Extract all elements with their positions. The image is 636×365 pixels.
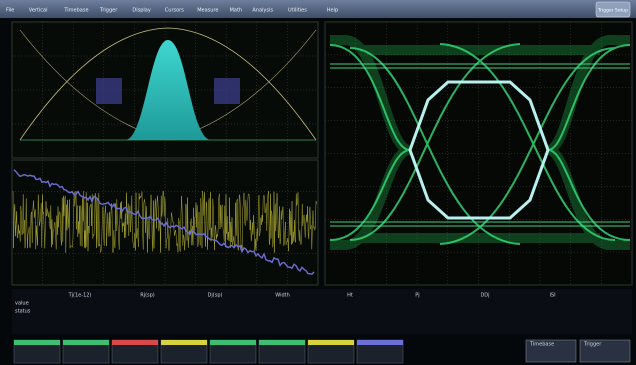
channel-descriptor-header xyxy=(210,340,256,345)
channel-descriptor-header xyxy=(357,340,403,345)
jitter-track xyxy=(12,190,317,254)
menu-bar xyxy=(0,0,636,18)
menu-item[interactable]: Measure xyxy=(197,8,218,14)
channel-descriptor-header xyxy=(14,340,60,345)
measurement-header: Pj xyxy=(415,293,419,299)
setup-button-label: Trigger Setup xyxy=(597,8,628,14)
measurement-row-label: status xyxy=(15,309,31,315)
trigger-box[interactable] xyxy=(579,339,631,363)
menu-item[interactable]: Display xyxy=(132,8,150,14)
channel-descriptor-header xyxy=(161,340,207,345)
menu-item[interactable]: Help xyxy=(327,8,338,14)
measurement-header: DDj xyxy=(480,293,489,299)
jitter-histogram xyxy=(125,40,211,140)
menu: File Vertical Timebase Trigger Display Cursor… xyxy=(6,8,338,14)
measurement-header: Dj(sp) xyxy=(208,293,223,299)
annotation-box xyxy=(96,78,122,104)
menu-item[interactable]: Analysis xyxy=(252,8,273,14)
menu-item[interactable]: Timebase xyxy=(63,8,88,14)
timebase-box[interactable] xyxy=(525,339,577,363)
channel-descriptors xyxy=(13,339,404,364)
menu-item[interactable]: File xyxy=(6,8,14,14)
annotation-box xyxy=(214,78,240,104)
channel-descriptor-header xyxy=(63,340,109,345)
timebase-label: Timebase xyxy=(529,342,554,348)
trend-line xyxy=(13,169,315,275)
setup-button[interactable] xyxy=(595,1,631,18)
channel-descriptor-header xyxy=(112,340,158,345)
channel-descriptor-header xyxy=(259,340,305,345)
eye-diagram xyxy=(329,35,631,250)
menu-item[interactable]: Vertical xyxy=(29,8,48,14)
menu-item[interactable]: Cursors xyxy=(165,8,184,14)
measurement-header: Tj(1e-12) xyxy=(68,293,92,299)
measurement-row-label: value xyxy=(15,301,29,307)
menu-item[interactable]: Utilities xyxy=(288,8,307,14)
channel-descriptor-header xyxy=(308,340,354,345)
measurement-header: Width xyxy=(275,293,290,299)
menu-item[interactable]: Math xyxy=(230,8,243,14)
measurement-table xyxy=(12,289,632,334)
measurement-table: Tj(1e-12) Rj(sp) Dj(sp) Width Ht Pj DDj ISI valu… xyxy=(15,293,556,315)
trigger-label: Trigger xyxy=(583,342,602,348)
bathtub-curve xyxy=(19,27,317,141)
measurement-header: ISI xyxy=(549,293,555,299)
measurement-header: Rj(sp) xyxy=(140,293,155,299)
menu-item[interactable]: Trigger xyxy=(99,8,118,14)
measurement-header: Ht xyxy=(347,293,353,299)
